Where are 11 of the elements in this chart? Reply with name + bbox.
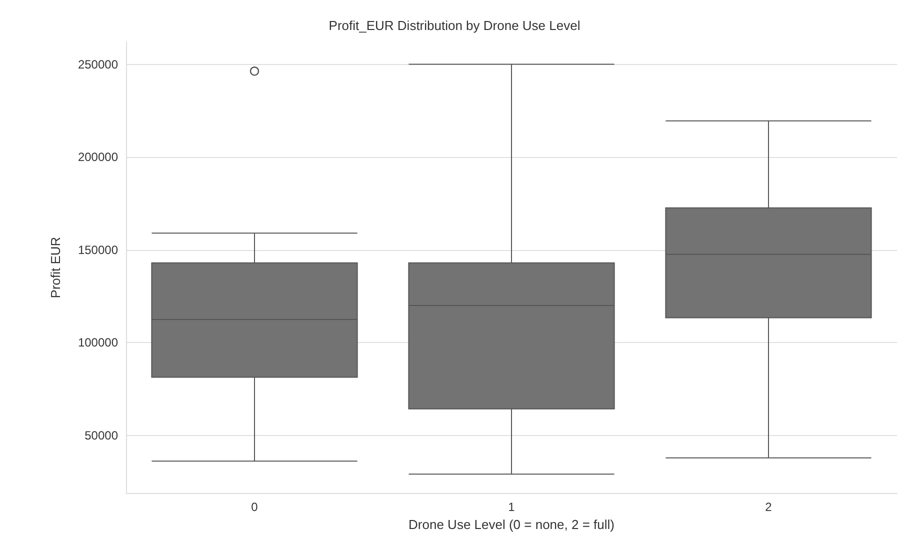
y-tick-label: 150000 [78, 242, 118, 257]
y-tick-label: 250000 [78, 57, 118, 72]
x-axis-title: Drone Use Level (0 = none, 2 = full) [408, 516, 614, 532]
chart-title: Profit_EUR Distribution by Drone Use Level [328, 18, 580, 33]
y-tick-label: 100000 [78, 336, 118, 350]
x-tick-label: 2 [765, 500, 772, 514]
y-tick-label: 200000 [78, 150, 118, 164]
y-axis-title: Profit EUR [48, 236, 63, 298]
x-tick-label: 0 [251, 500, 258, 514]
y-tick-label: 50000 [84, 428, 118, 442]
x-tick-label: 1 [508, 500, 516, 514]
